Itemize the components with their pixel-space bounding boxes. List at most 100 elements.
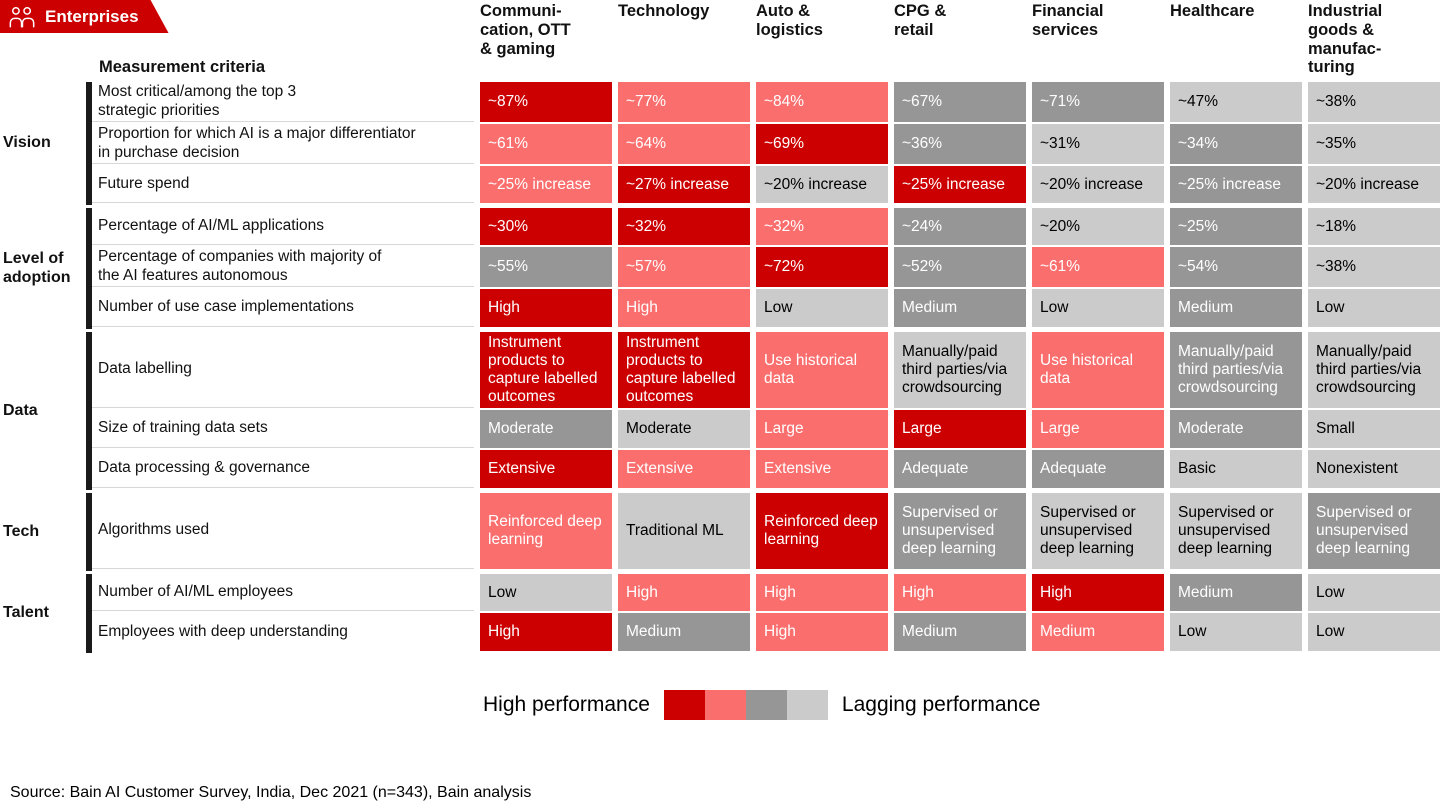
value-cell: High: [894, 574, 1026, 611]
group-label: Talent: [3, 604, 49, 622]
criteria-cell: Percentage of AI/ML applications: [92, 208, 474, 245]
value-cell: Moderate: [618, 410, 750, 448]
legend-swatch: [786, 690, 828, 720]
value-cell: Medium: [894, 289, 1026, 327]
criteria-cell: Proportion for which AI is a major diffe…: [92, 124, 474, 164]
value-cell: ~71%: [1032, 82, 1164, 122]
value-cell: Medium: [1170, 574, 1302, 611]
legend-swatch: [663, 690, 705, 720]
value-cell: ~27% increase: [618, 166, 750, 203]
row-group: Tech Algorithms used Reinforced deep learn…: [0, 493, 1440, 571]
table-row: Employees with deep understanding High Med…: [92, 613, 1440, 651]
value-cell: ~32%: [618, 208, 750, 245]
criteria-column-header: Measurement criteria: [99, 58, 265, 76]
value-cell: ~30%: [480, 208, 612, 245]
table-row: Number of AI/ML employees Low High High High…: [92, 574, 1440, 611]
criteria-cell: Employees with deep understanding: [98, 622, 348, 640]
value-cell: High: [480, 289, 612, 327]
legend-high-label: High performance: [483, 693, 650, 716]
value-cell: High: [618, 289, 750, 327]
value-cell: Reinforced deep learning: [480, 493, 612, 569]
value-cell: Moderate: [1170, 410, 1302, 448]
value-cell: Medium: [1032, 613, 1164, 651]
group-bar: [86, 82, 92, 205]
value-cell: Adequate: [894, 450, 1026, 488]
table-row: Data labelling Instrument products to cap…: [92, 332, 1440, 408]
group-bar: [86, 332, 92, 490]
value-cell: ~52%: [894, 247, 1026, 287]
row-group: Data Data labelling Instrument products to…: [0, 332, 1440, 490]
value-cell: Reinforced deep learning: [756, 493, 888, 569]
column-header: CPG & retail: [894, 2, 947, 40]
group-label: Tech: [3, 522, 40, 540]
value-cell: ~20% increase: [756, 166, 888, 203]
column-headers: Communi- cation, OTT & gaming Technology A…: [480, 2, 1440, 80]
value-cell: ~20% increase: [1308, 166, 1440, 203]
value-cell: Large: [1032, 410, 1164, 448]
value-cell: ~25% increase: [894, 166, 1026, 203]
value-cell: ~25%: [1170, 208, 1302, 245]
criteria-cell: Data processing & governance: [92, 450, 474, 488]
value-cell: ~34%: [1170, 124, 1302, 164]
group-bar: [86, 493, 92, 571]
group-label: Level of adoption: [3, 250, 71, 286]
value-cell: Basic: [1170, 450, 1302, 488]
heatmap-table: Measurement criteria Communi- cation, OT…: [0, 2, 1440, 653]
value-cell: ~18%: [1308, 208, 1440, 245]
column-header: Technology: [618, 2, 710, 21]
value-cell: ~38%: [1308, 247, 1440, 287]
legend-swatches: [663, 690, 828, 720]
column-header: Industrial goods & manufac- turing: [1308, 2, 1383, 77]
table-row: Data processing & governance Extensive Ext…: [92, 450, 1440, 488]
value-cell: Large: [756, 410, 888, 448]
value-cell: High: [618, 574, 750, 611]
value-cell: High: [756, 613, 888, 651]
value-cell: ~69%: [756, 124, 888, 164]
value-cell: Traditional ML: [618, 493, 750, 569]
group-bar: [86, 574, 92, 653]
value-cell: ~25% increase: [1170, 166, 1302, 203]
value-cell: Low: [480, 574, 612, 611]
table-row: Size of training data sets Moderate Modera…: [92, 410, 1440, 448]
people-group-icon: [8, 4, 36, 29]
value-cell: Manually/paid third parties/via crowdsou…: [894, 332, 1026, 408]
value-cell: Use historical data: [1032, 332, 1164, 408]
group-label: Vision: [3, 134, 51, 152]
value-cell: Medium: [894, 613, 1026, 651]
value-cell: High: [1032, 574, 1164, 611]
row-group: Talent Number of AI/ML employees Low High Hi…: [0, 574, 1440, 653]
column-header: Financial services: [1032, 2, 1104, 40]
badge-label: Enterprises: [45, 6, 139, 26]
criteria-cell: Algorithms used: [92, 493, 474, 569]
value-cell: ~35%: [1308, 124, 1440, 164]
value-cell: ~64%: [618, 124, 750, 164]
column-header: Auto & logistics: [756, 2, 823, 40]
value-cell: ~54%: [1170, 247, 1302, 287]
criteria-cell: Most critical/among the top 3 strategic …: [92, 82, 474, 122]
criteria-cell: Future spend: [92, 166, 474, 203]
value-cell: Nonexistent: [1308, 450, 1440, 488]
table-row: Percentage of companies with majority of…: [92, 247, 1440, 287]
value-cell: ~87%: [480, 82, 612, 122]
value-cell: High: [480, 613, 612, 651]
legend-swatch: [745, 690, 787, 720]
value-cell: Medium: [1170, 289, 1302, 327]
value-cell: Manually/paid third parties/via crowdsou…: [1308, 332, 1440, 408]
value-cell: Supervised or unsupervised deep learning: [1032, 493, 1164, 569]
value-cell: Supervised or unsupervised deep learning: [894, 493, 1026, 569]
criteria-cell: Number of use case implementations: [92, 289, 474, 327]
legend-swatch: [704, 690, 746, 720]
table-row: Number of use case implementations High Hi…: [92, 289, 1440, 327]
table-row: Proportion for which AI is a major diffe…: [92, 124, 1440, 164]
group-label: Data: [3, 401, 38, 419]
table-row: Algorithms used Reinforced deep learning T…: [92, 493, 1440, 569]
value-cell: Low: [1170, 613, 1302, 651]
value-cell: Instrument products to capture labelled …: [480, 332, 612, 408]
value-cell: ~31%: [1032, 124, 1164, 164]
value-cell: ~38%: [1308, 82, 1440, 122]
value-cell: Extensive: [756, 450, 888, 488]
value-cell: ~77%: [618, 82, 750, 122]
column-header: Healthcare: [1170, 2, 1255, 21]
legend-lagging-label: Lagging performance: [841, 693, 1041, 716]
